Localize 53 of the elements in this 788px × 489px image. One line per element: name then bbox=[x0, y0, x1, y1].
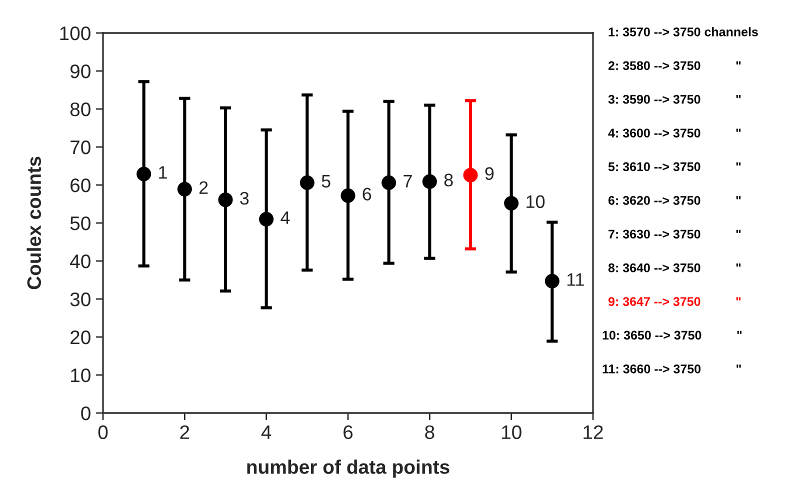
text: 9: 3647 --> 3750 " bbox=[608, 297, 741, 306]
y-tick-label: 0 bbox=[81, 406, 90, 420]
y-axis-title: Coulex counts bbox=[26, 156, 42, 290]
annotation: 7 bbox=[404, 174, 412, 188]
x-tick-label: 6 bbox=[344, 425, 353, 440]
y-tick-label: 20 bbox=[70, 330, 90, 344]
point bbox=[218, 192, 233, 208]
y-tick-label: 100 bbox=[60, 26, 90, 40]
annotation: 4 bbox=[280, 211, 290, 224]
text: 2: 3580 --> 3750 " bbox=[608, 61, 741, 70]
x-tick-label: 2 bbox=[180, 425, 190, 439]
x-tick-label: 8 bbox=[425, 425, 434, 440]
y-tick-label: 60 bbox=[70, 178, 90, 192]
annotation: 10 bbox=[526, 195, 545, 208]
point bbox=[422, 174, 437, 189]
point bbox=[504, 196, 519, 211]
x-tick-label: 12 bbox=[584, 425, 603, 439]
annotation: 1 bbox=[159, 166, 167, 179]
point bbox=[259, 212, 274, 226]
x-tick-label: 10 bbox=[502, 425, 522, 440]
point bbox=[382, 175, 396, 190]
y-tick-label: 40 bbox=[70, 254, 90, 268]
text: 1: 3570 --> 3750 channels bbox=[608, 27, 758, 36]
annotation: 5 bbox=[322, 174, 330, 188]
point bbox=[177, 182, 192, 196]
text: 11: 3660 --> 3750 " bbox=[602, 364, 741, 374]
text: 3: 3590 --> 3750 " bbox=[608, 94, 741, 104]
text: 5: 3610 --> 3750 " bbox=[608, 162, 741, 172]
point bbox=[300, 175, 314, 190]
text: 4: 3600 --> 3750 " bbox=[608, 128, 741, 138]
x-tick-label: 0 bbox=[98, 425, 108, 440]
annotation: 11 bbox=[567, 273, 584, 286]
y-tick-label: 70 bbox=[70, 140, 90, 154]
annotation: 2 bbox=[199, 181, 208, 194]
annotation: 6 bbox=[362, 188, 372, 200]
text: 7: 3630 --> 3750 " bbox=[608, 230, 741, 239]
text: 10: 3650 --> 3750 " bbox=[602, 330, 742, 340]
y-tick-label: 50 bbox=[70, 216, 90, 230]
x-axis-title: number of data points bbox=[247, 460, 450, 478]
annotation: 8 bbox=[444, 174, 453, 186]
point bbox=[544, 274, 560, 288]
y-tick-label: 10 bbox=[71, 368, 90, 382]
annotation: 9 bbox=[485, 167, 494, 180]
text: 8: 3640 --> 3750 " bbox=[608, 263, 741, 272]
point bbox=[136, 166, 152, 182]
point bbox=[340, 188, 356, 203]
y-tick-label: 80 bbox=[70, 102, 90, 116]
x-tick-label: 4 bbox=[261, 426, 272, 439]
y-tick-label: 30 bbox=[70, 292, 90, 306]
text: 6: 3620 --> 3750 " bbox=[608, 196, 741, 205]
annotation: 3 bbox=[240, 192, 249, 205]
y-tick-label: 90 bbox=[70, 64, 90, 78]
point bbox=[463, 168, 478, 182]
